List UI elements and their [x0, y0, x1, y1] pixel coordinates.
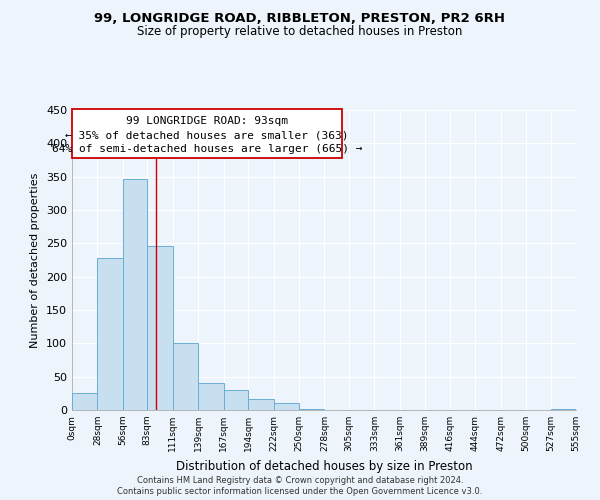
Bar [274, 404, 299, 410]
Bar [198, 382, 224, 410]
Text: 64% of semi-detached houses are larger (665) →: 64% of semi-detached houses are larger (… [52, 144, 362, 154]
FancyBboxPatch shape [72, 108, 341, 158]
Bar [224, 390, 248, 410]
Text: 99 LONGRIDGE ROAD: 93sqm: 99 LONGRIDGE ROAD: 93sqm [126, 116, 288, 126]
Bar [97, 258, 123, 410]
Bar [123, 178, 148, 410]
Text: Contains public sector information licensed under the Open Government Licence v3: Contains public sector information licen… [118, 487, 482, 496]
Bar [148, 246, 173, 410]
X-axis label: Distribution of detached houses by size in Preston: Distribution of detached houses by size … [176, 460, 472, 472]
Y-axis label: Number of detached properties: Number of detached properties [31, 172, 40, 348]
Text: ← 35% of detached houses are smaller (363): ← 35% of detached houses are smaller (36… [65, 130, 349, 140]
Text: 99, LONGRIDGE ROAD, RIBBLETON, PRESTON, PR2 6RH: 99, LONGRIDGE ROAD, RIBBLETON, PRESTON, … [95, 12, 505, 26]
Text: Contains HM Land Registry data © Crown copyright and database right 2024.: Contains HM Land Registry data © Crown c… [137, 476, 463, 485]
Text: Size of property relative to detached houses in Preston: Size of property relative to detached ho… [137, 25, 463, 38]
Bar [299, 408, 325, 410]
Bar [173, 342, 198, 410]
Bar [248, 400, 274, 410]
Bar [72, 394, 97, 410]
